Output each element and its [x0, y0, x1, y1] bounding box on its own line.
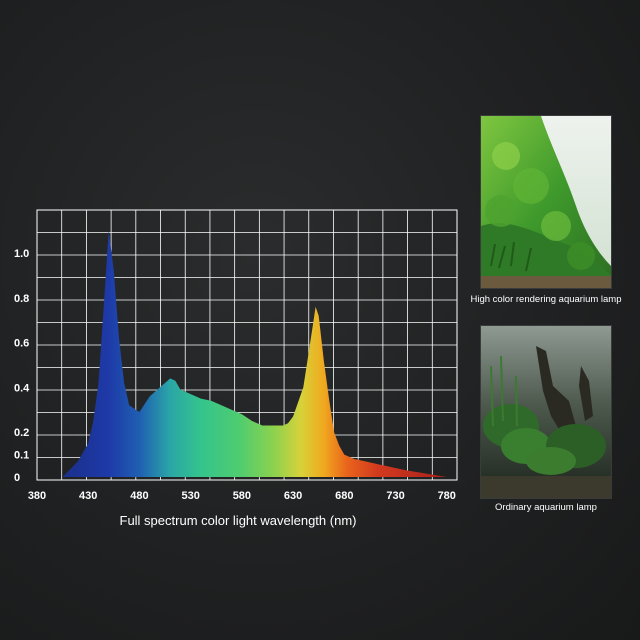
spectrum-area: [62, 230, 447, 477]
x-axis-label: Full spectrum color light wavelength (nm…: [120, 513, 357, 528]
y-tick-label: 0.4: [14, 382, 30, 394]
y-tick-label: 1.0: [14, 248, 29, 260]
y-tick-label: 0.2: [14, 427, 29, 439]
y-tick-label: 0.8: [14, 293, 29, 305]
x-tick-label: 780: [438, 490, 456, 502]
x-tick-label: 380: [28, 490, 46, 502]
x-tick-label: 630: [284, 490, 302, 502]
x-tick-label: 730: [386, 490, 404, 502]
x-tick-label: 530: [181, 490, 199, 502]
y-tick-label: 0.1: [14, 450, 29, 462]
high-color-photo: [480, 115, 612, 289]
y-tick-label: 0.6: [14, 338, 29, 350]
x-axis-ticks: 380 430 480 530 580 630 680 730 780: [28, 490, 456, 502]
x-tick-label: 480: [130, 490, 148, 502]
x-tick-label: 680: [335, 490, 353, 502]
x-tick-label: 580: [233, 490, 251, 502]
ordinary-photo: [480, 325, 612, 499]
high-color-caption: High color rendering aquarium lamp: [470, 294, 622, 305]
x-tick-label: 430: [79, 490, 97, 502]
ordinary-caption: Ordinary aquarium lamp: [495, 502, 597, 513]
y-tick-label: 0: [14, 472, 20, 484]
y-axis-ticks: 0 0.1 0.2 0.4 0.6 0.8 1.0: [14, 248, 30, 484]
